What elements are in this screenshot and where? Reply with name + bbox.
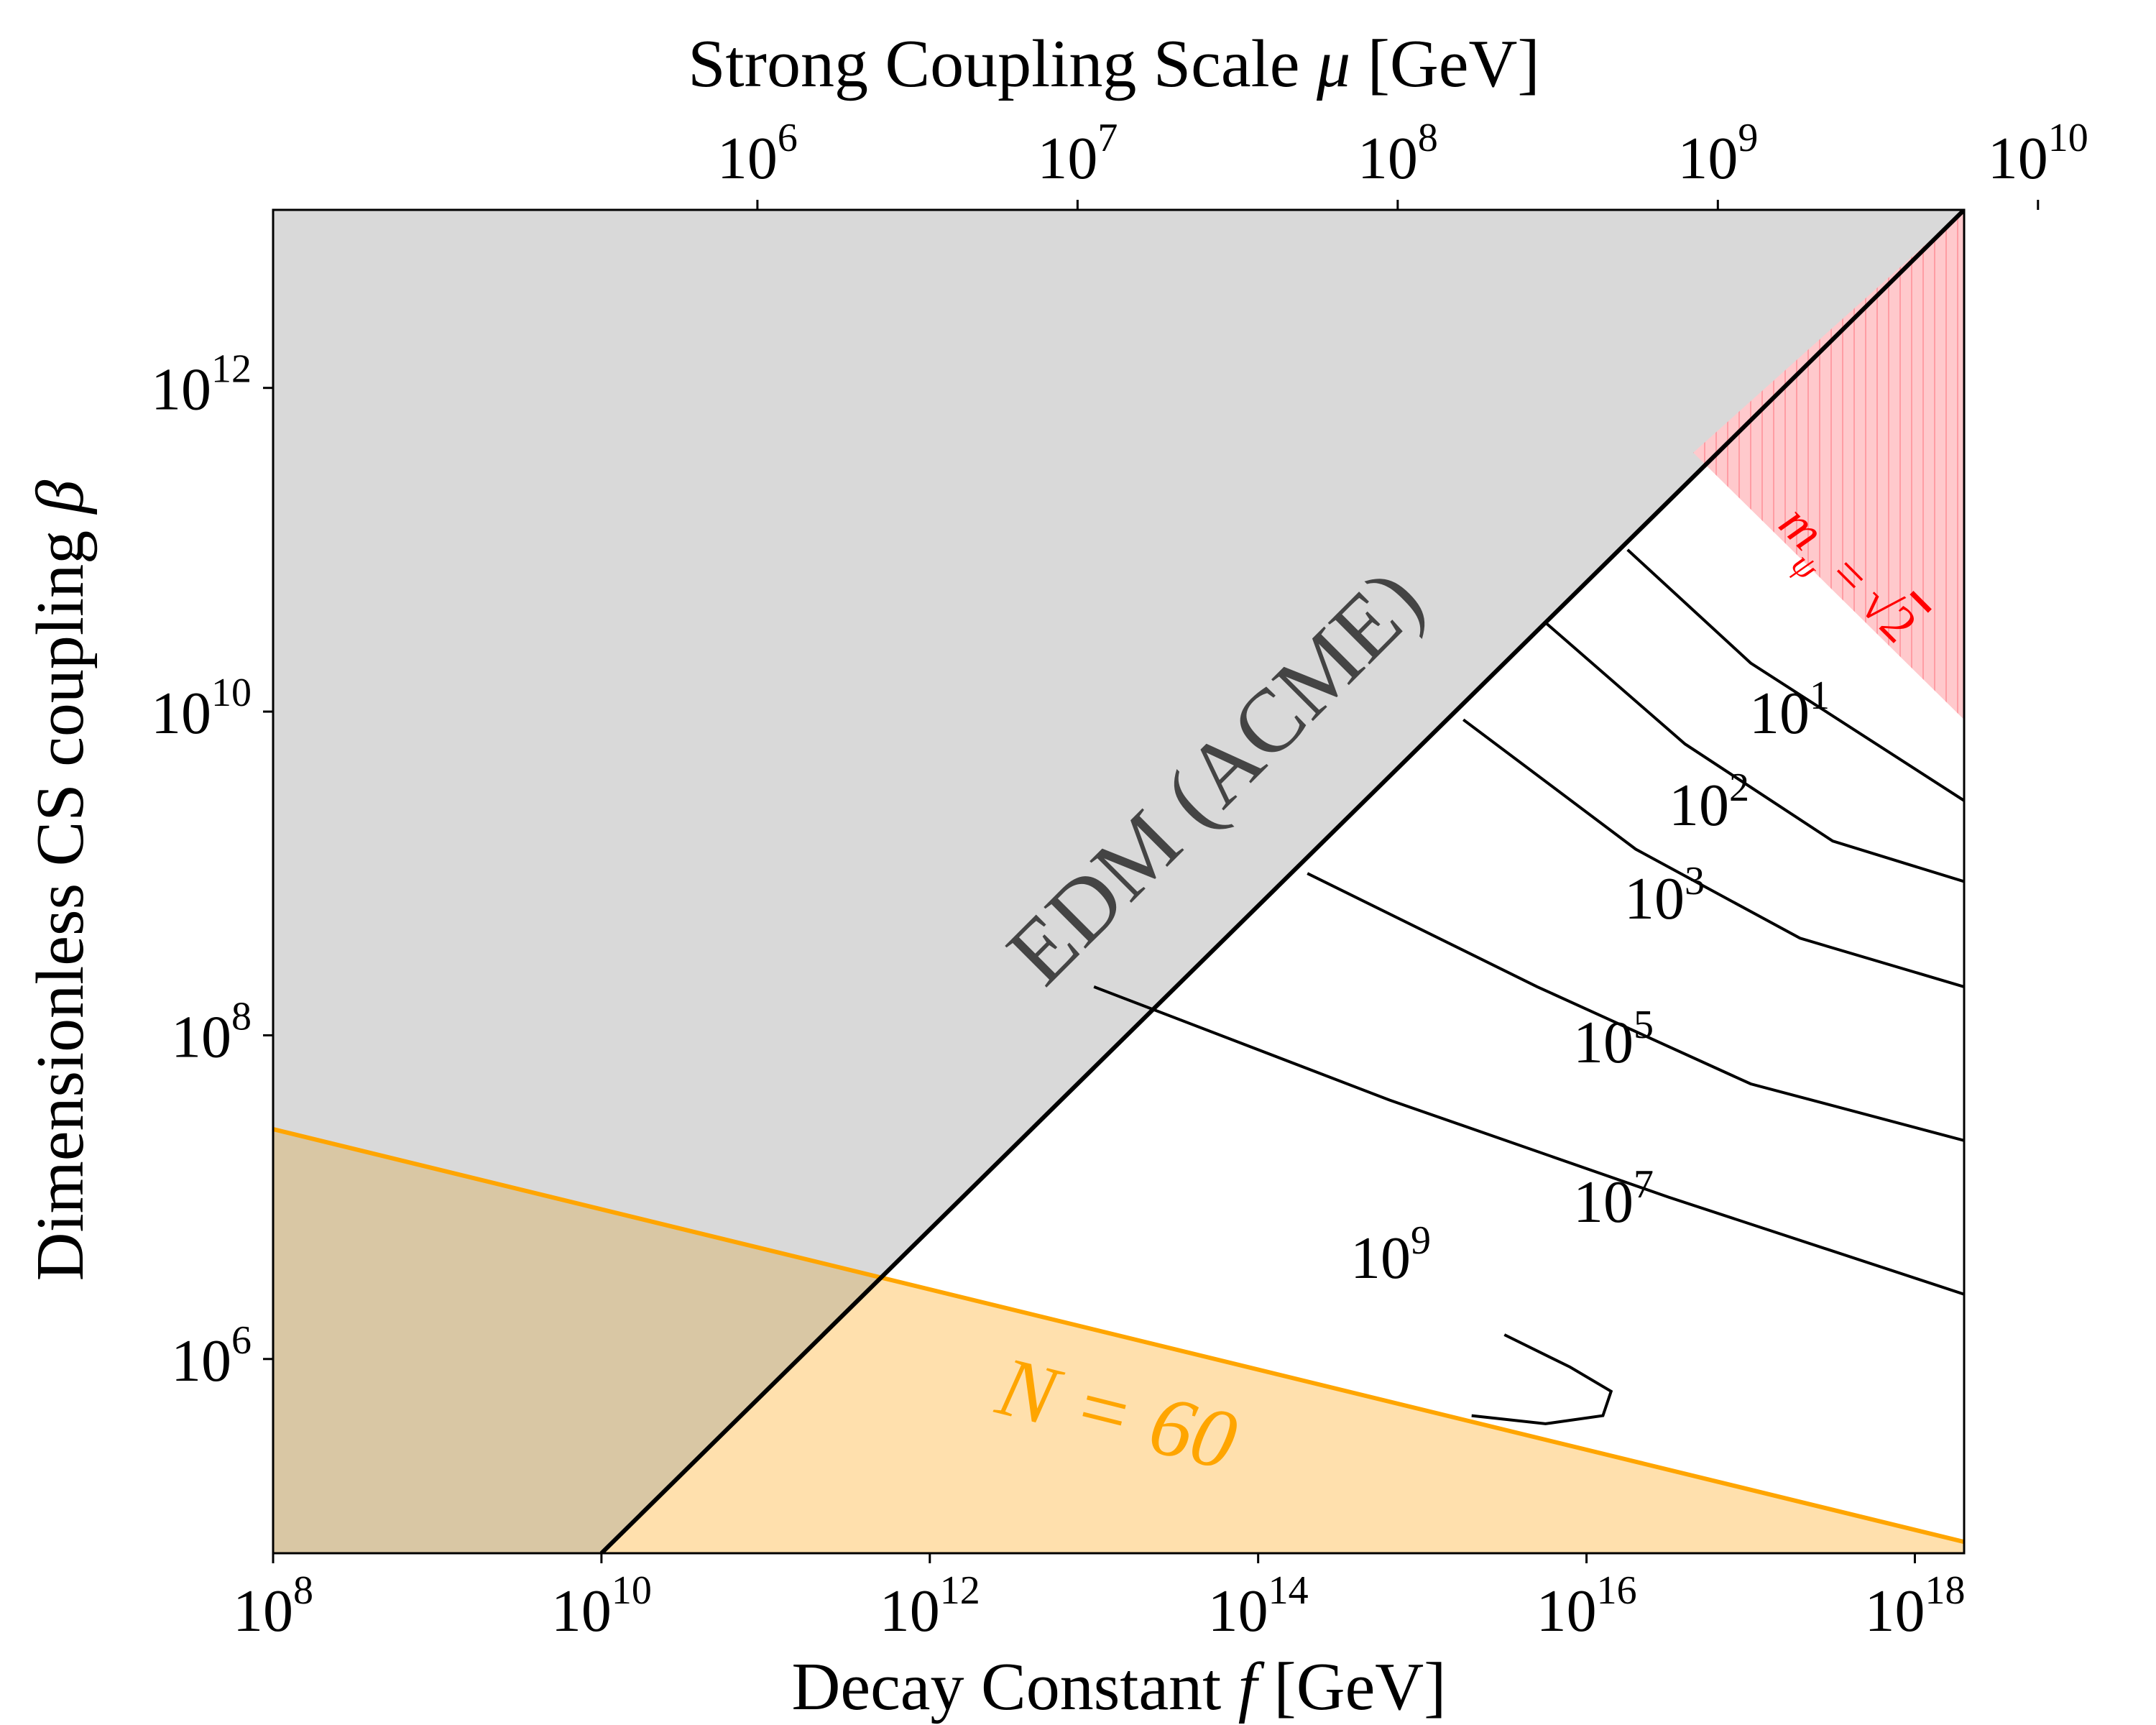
mpsi-hatched-region — [1693, 210, 1964, 720]
edm-boundary-line — [599, 210, 1964, 1553]
x-tick-label: 1014 — [1208, 1568, 1309, 1644]
top-tick-label: 109 — [1677, 116, 1758, 192]
contour-line-9 — [1471, 1333, 1613, 1425]
x-tick-label: 1010 — [551, 1568, 652, 1644]
top-axis-title: Strong Coupling Scale μ [GeV] — [688, 27, 1539, 101]
x-tick-label: 1016 — [1537, 1568, 1637, 1644]
contour-line-1 — [1626, 548, 1964, 802]
x-axis-title: Decay Constant f [GeV] — [791, 1650, 1446, 1724]
regions-layer — [273, 210, 1964, 1553]
contour-label-7: 107 — [1573, 1162, 1654, 1236]
contour-line-7 — [1093, 985, 1964, 1296]
contour-label-3: 103 — [1624, 859, 1705, 932]
plot-frame — [272, 208, 1966, 1555]
top-tick-label: 107 — [1037, 116, 1118, 192]
y-tick-label: 1010 — [151, 671, 252, 747]
edm-excluded-region — [273, 210, 1964, 1553]
contours-layer — [1093, 548, 1964, 1425]
contour-label-9: 109 — [1350, 1218, 1431, 1292]
top-tick-label: 108 — [1358, 116, 1438, 192]
n60-boundary-line — [273, 1127, 1964, 1545]
ticks-layer: 108 1010 1012 1014 1016 1018 106 108 1010 1012 106… — [151, 116, 2088, 1644]
contour-label-2: 102 — [1669, 765, 1749, 839]
y-tick-label: 108 — [171, 994, 252, 1070]
contour-line-2 — [1544, 621, 1964, 883]
y-tick-label: 106 — [171, 1318, 252, 1394]
y-tick-label: 1012 — [151, 347, 252, 423]
overlap-region — [273, 1129, 881, 1553]
x-tick-label: 1012 — [880, 1568, 980, 1644]
contour-line-5 — [1307, 872, 1964, 1142]
contour-label-1: 101 — [1749, 673, 1830, 747]
top-tick-label: 106 — [717, 116, 798, 192]
contour-label-5: 105 — [1573, 1003, 1654, 1076]
x-tick-label: 108 — [233, 1568, 313, 1644]
y-axis-title: Dimensionless CS coupling β — [23, 479, 98, 1281]
top-tick-label: 1010 — [1988, 116, 2088, 192]
x-tick-label: 1018 — [1864, 1568, 1965, 1644]
contour-line-3 — [1462, 718, 1964, 988]
